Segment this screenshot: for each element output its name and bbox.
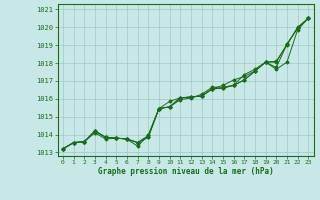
- X-axis label: Graphe pression niveau de la mer (hPa): Graphe pression niveau de la mer (hPa): [98, 167, 274, 176]
